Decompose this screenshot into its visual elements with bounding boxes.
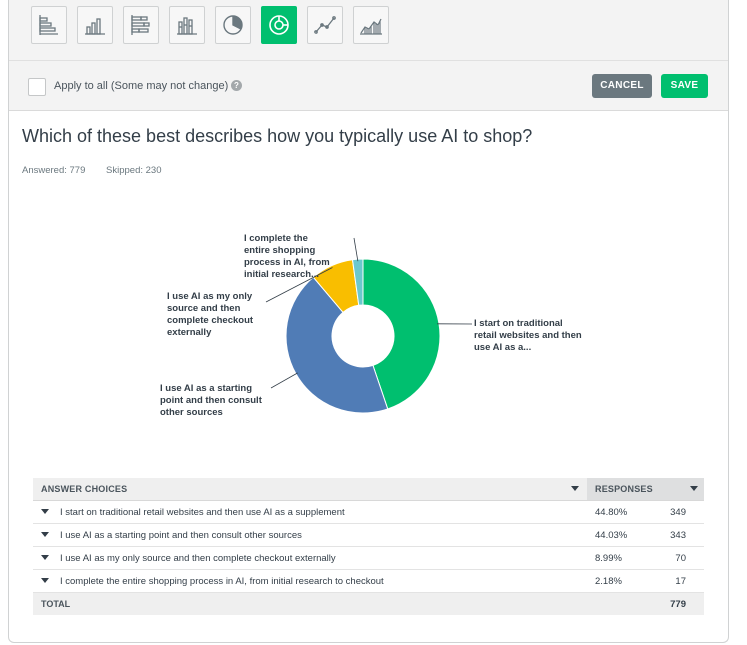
donut-slice-1[interactable] [285, 276, 389, 414]
response-percent: 2.18% [595, 576, 622, 587]
table-row[interactable]: I use AI as my only source and then comp… [33, 547, 704, 570]
leader-line-2 [265, 267, 333, 303]
table-header: ANSWER CHOICES RESPONSES [33, 478, 704, 501]
table-row[interactable]: I complete the entire shopping process i… [33, 570, 704, 593]
answer-label: I complete the entire shopping process i… [60, 576, 384, 587]
answer-label: I use AI as a starting point and then co… [60, 530, 302, 541]
donut-chart-button[interactable] [261, 6, 297, 44]
total-count: 779 [670, 599, 686, 610]
stacked-vertical-bar-chart-button[interactable] [169, 6, 205, 44]
apply-to-all-checkbox[interactable] [28, 78, 46, 96]
response-stats: Answered: 779 Skipped: 230 [22, 165, 179, 176]
stacked-horizontal-bar-chart-button[interactable] [123, 6, 159, 44]
answered-count: Answered: 779 [22, 165, 86, 176]
leader-line-1 [270, 372, 298, 389]
results-panel: Apply to all (Some may not change) ? CAN… [8, 0, 729, 643]
chart-label-0: I start on traditional retail websites a… [474, 318, 582, 353]
response-percent: 44.80% [595, 507, 628, 518]
answer-label: I use AI as my only source and then comp… [60, 553, 336, 564]
area-chart-icon [360, 18, 382, 35]
table-row[interactable]: I start on traditional retail websites a… [33, 501, 704, 524]
answer-choices-header[interactable]: ANSWER CHOICES [41, 484, 128, 494]
sort-caret-icon[interactable] [690, 486, 698, 491]
donut-chart-icon [269, 15, 289, 35]
response-percent: 44.03% [595, 530, 628, 541]
stacked-horizontal-bar-chart-icon [131, 15, 150, 35]
donut-chart: I start on traditional retail websites a… [9, 200, 728, 450]
response-count: 349 [670, 507, 686, 518]
save-button[interactable]: SAVE [661, 74, 708, 98]
response-percent: 8.99% [595, 553, 622, 564]
responses-header-cell[interactable]: RESPONSES [587, 478, 704, 500]
total-label: TOTAL [41, 599, 71, 609]
table-total-row: TOTAL 779 [33, 593, 704, 615]
response-count: 17 [675, 576, 686, 587]
cancel-button[interactable]: CANCEL [592, 74, 652, 98]
line-chart-icon [314, 16, 336, 34]
expand-caret-icon[interactable] [41, 555, 49, 560]
leader-line-3 [353, 237, 359, 262]
chart-label-1: I use AI as a starting point and then co… [160, 383, 262, 418]
expand-caret-icon[interactable] [41, 532, 49, 537]
horizontal-bar-chart-icon [39, 15, 58, 35]
chart-label-3: I complete the entire shopping process i… [244, 233, 330, 280]
table-row[interactable]: I use AI as a starting point and then co… [33, 524, 704, 547]
pie-chart-button[interactable] [215, 6, 251, 44]
question-title: Which of these best describes how you ty… [22, 126, 533, 146]
vertical-bar-chart-button[interactable] [77, 6, 113, 44]
donut-chart-svg [265, 237, 473, 414]
pie-chart-icon [223, 15, 243, 35]
donut-slice-3[interactable] [351, 258, 364, 306]
expand-caret-icon[interactable] [41, 578, 49, 583]
responses-header: RESPONSES [595, 484, 653, 494]
chart-options-bar: Apply to all (Some may not change) ? CAN… [9, 60, 728, 111]
apply-to-all-label: Apply to all (Some may not change) [54, 80, 229, 92]
vertical-bar-chart-icon [85, 18, 105, 35]
chart-type-toolbar [9, 0, 728, 60]
horizontal-bar-chart-button[interactable] [31, 6, 67, 44]
answer-table: ANSWER CHOICES RESPONSES I start on trad… [33, 478, 704, 615]
stacked-vertical-bar-chart-icon [177, 17, 197, 35]
sort-caret-icon[interactable] [571, 486, 579, 491]
area-chart-button[interactable] [353, 6, 389, 44]
donut-slice-0[interactable] [362, 258, 441, 410]
response-count: 70 [675, 553, 686, 564]
response-count: 343 [670, 530, 686, 541]
chart-label-2: I use AI as my only source and then comp… [167, 291, 254, 338]
line-chart-button[interactable] [307, 6, 343, 44]
skipped-count: Skipped: 230 [106, 165, 162, 176]
expand-caret-icon[interactable] [41, 509, 49, 514]
help-icon[interactable]: ? [231, 80, 242, 91]
answer-label: I start on traditional retail websites a… [60, 507, 345, 518]
